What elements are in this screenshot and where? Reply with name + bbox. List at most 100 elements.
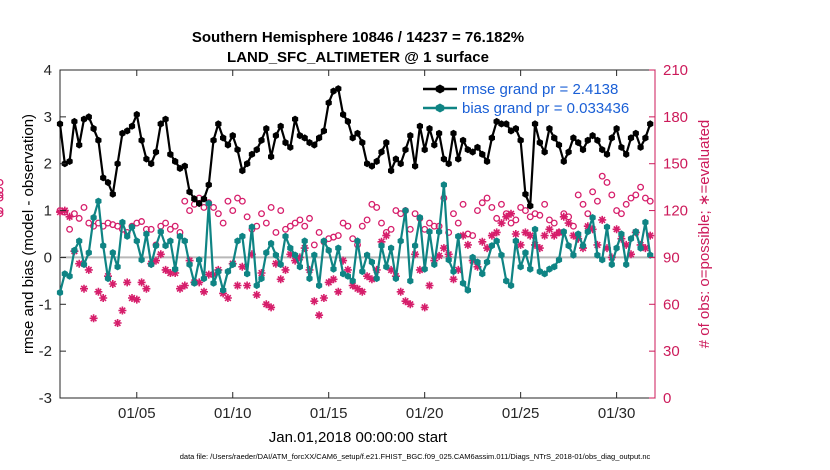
possible-obs-marker [454,219,462,227]
rmse-point [426,125,433,133]
legend-rmse-marker [435,84,445,94]
rmse-line [58,87,652,207]
bias-point [421,265,428,273]
y-right-tick-label: 180 [663,109,688,126]
rmse-point [138,136,145,144]
rmse-point [167,150,174,158]
bias-point [450,267,457,276]
bias-point [642,218,649,226]
rmse-point [488,134,495,142]
rmse-point [436,129,443,137]
evaluated-obs-marker [247,250,256,259]
rmse-point [181,162,188,170]
y-axis-right: 0 30 60 90 120 150 180 210 [649,62,688,407]
bias-point [383,263,390,271]
bias-point [479,270,486,278]
bias-point [498,251,505,259]
rmse-point [627,134,635,142]
evaluated-obs-marker [180,281,189,290]
rmse-point [114,160,121,168]
evaluated-obs-marker [223,294,232,302]
bias-point [85,249,92,257]
rmse-point [210,136,217,144]
evaluated-obs-marker [439,244,448,253]
bias-point [282,232,289,240]
possible-obs-marker [286,222,294,230]
bias-point [618,230,625,238]
possible-obs-marker [171,222,179,230]
evaluated-obs-marker [641,244,650,253]
rmse-point [474,143,481,151]
bias-point [287,244,294,252]
evaluated-obs-marker [204,270,213,279]
possible-obs-marker [0,186,4,194]
rmse-point [244,160,251,168]
possible-obs-marker [368,200,376,208]
evaluated-obs-marker [531,240,539,249]
possible-obs-marker [517,203,525,211]
possible-obs-marker [478,199,486,207]
bias-point [114,263,121,271]
possible-obs-marker [498,200,505,208]
possible-obs-marker [162,219,170,227]
possible-obs-marker [373,203,381,211]
rmse-point [603,150,611,158]
possible-obs-marker [282,225,289,233]
bias-point [61,270,68,278]
evaluated-obs-marker [334,287,343,296]
possible-obs-marker [85,219,93,227]
bias-point [119,218,126,226]
possible-obs-marker [310,241,318,249]
rmse-point [416,122,423,130]
bias-point [560,228,567,236]
evaluated-obs-marker [276,275,285,284]
rmse-point [608,134,615,142]
rmse-point [637,143,644,151]
evaluated-obs-marker [483,244,492,253]
evaluated-obs-marker [291,256,300,265]
series-possible [0,172,654,249]
rmse-point [507,127,515,135]
bias-point [152,242,160,250]
bias-point [66,272,73,280]
rmse-point [388,167,395,175]
possible-obs-marker [315,228,323,236]
possible-obs-marker [147,225,155,233]
bias-point [292,251,299,259]
chart-subtitle: LAND_SFC_ALTIMETER @ 1 surface [227,49,489,66]
bias-point [210,279,217,287]
rmse-point [575,139,582,147]
evaluated-obs-marker [420,303,429,312]
bias-point [647,251,654,259]
evaluated-obs-marker [559,212,568,221]
evaluated-obs-marker [171,269,180,277]
rmse-point [157,120,164,128]
bias-point [546,265,553,273]
bias-point [167,237,174,245]
bias-point [368,258,375,266]
bias-point [320,237,327,245]
rmse-point [531,120,539,128]
evaluated-obs-marker [540,231,549,240]
bias-point [330,265,337,273]
bias-point [344,272,351,280]
possible-obs-marker [243,213,251,221]
evaluated-obs-marker [65,212,74,221]
rmse-point [90,125,97,133]
possible-obs-marker [267,203,275,211]
possible-obs-marker [632,191,640,199]
bias-point [459,279,467,287]
series-layer [0,85,655,327]
rmse-point [191,195,198,203]
evaluated-obs-marker [425,281,434,290]
possible-obs-marker [637,183,645,191]
bias-point [512,237,519,245]
y-right-tick-label: 90 [663,249,680,266]
possible-obs-marker [258,210,265,218]
rmse-point [503,120,510,128]
rmse-point [455,155,462,163]
possible-obs-marker [186,207,194,215]
rmse-point [445,160,452,168]
rmse-point [330,87,337,95]
evaluated-obs-marker [588,225,597,234]
